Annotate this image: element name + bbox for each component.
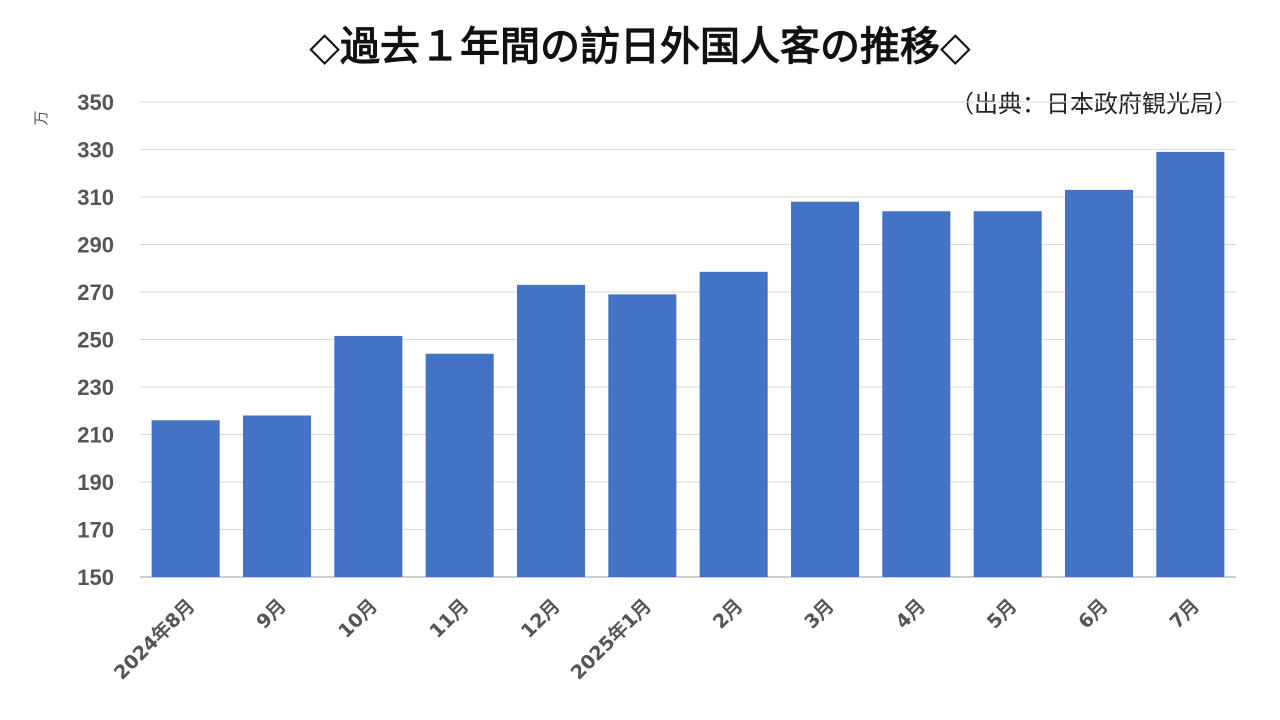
x-tick-label: 3月 (800, 595, 838, 633)
y-tick-label: 230 (77, 375, 114, 400)
bar (426, 354, 494, 577)
y-tick-label: 290 (77, 233, 114, 258)
y-tick-label: 150 (77, 565, 114, 590)
bar (974, 211, 1042, 577)
bar (700, 272, 768, 577)
x-axis-ticks: 2024年8月 9月 10月 11月 12月 2025年1月 2月 3月 4月 5月 6月 7月 (109, 594, 1204, 684)
x-tick-label: 12月 (517, 595, 565, 643)
source-note: （出典：日本政府観光局） (950, 90, 1238, 118)
x-tick-label: 2月 (709, 595, 747, 633)
bar (608, 294, 676, 577)
bar (243, 416, 311, 578)
y-tick-label: 210 (77, 423, 114, 448)
bar (517, 285, 585, 577)
bar (882, 211, 950, 577)
y-axis-unit-label: 万 (32, 110, 50, 125)
x-tick-label: 5月 (983, 595, 1021, 633)
bar (1156, 152, 1224, 577)
y-tick-label: 350 (77, 90, 114, 115)
x-tick-label: 9月 (252, 595, 290, 633)
x-tick-label: 2025年1月 (566, 594, 656, 684)
bars (152, 152, 1225, 577)
x-tick-label: 7月 (1166, 595, 1204, 633)
y-tick-label: 190 (77, 470, 114, 495)
x-tick-label: 10月 (334, 595, 382, 643)
y-tick-label: 270 (77, 280, 114, 305)
x-tick-label: 2024年8月 (109, 594, 199, 684)
y-tick-label: 330 (77, 138, 114, 163)
y-tick-label: 310 (77, 185, 114, 210)
y-tick-label: 250 (77, 328, 114, 353)
chart-title: ◇過去１年間の訪日外国人客の推移◇ (309, 24, 971, 70)
y-axis-ticks: 150 170 190 210 230 250 270 290 310 330 350 (77, 90, 114, 590)
x-tick-label: 4月 (892, 595, 930, 633)
x-tick-label: 11月 (426, 595, 474, 643)
bar (1065, 190, 1133, 577)
bar (152, 420, 220, 577)
bar (791, 202, 859, 577)
x-tick-label: 6月 (1074, 595, 1112, 633)
y-tick-label: 170 (77, 518, 114, 543)
bar (334, 336, 402, 577)
